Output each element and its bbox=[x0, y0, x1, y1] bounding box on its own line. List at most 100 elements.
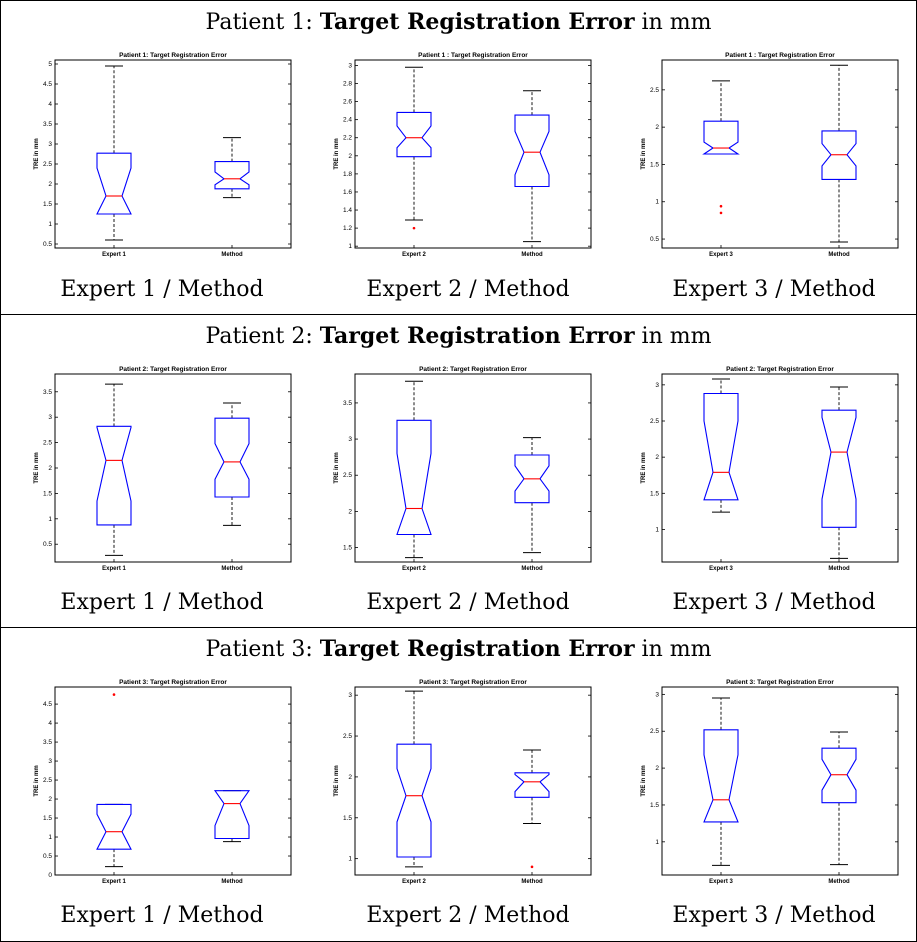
y-tick-label: 3.5 bbox=[43, 739, 52, 746]
plot-area bbox=[354, 686, 592, 876]
box bbox=[396, 419, 432, 536]
y-tick-label: 5 bbox=[48, 61, 52, 68]
box bbox=[96, 425, 132, 526]
y-axis-label: TRE in mm bbox=[334, 138, 340, 169]
y-tick-label: 1.8 bbox=[343, 171, 352, 178]
y-tick-label: 0.5 bbox=[43, 541, 52, 548]
y-tick-label: 2.5 bbox=[343, 472, 352, 479]
box bbox=[214, 417, 250, 498]
y-tick-label: 2.5 bbox=[650, 418, 659, 425]
y-tick-label: 2 bbox=[348, 153, 352, 160]
y-tick-label: 3 bbox=[655, 691, 659, 698]
y-tick-label: 1.6 bbox=[343, 189, 352, 196]
y-tick-label: 2 bbox=[655, 765, 659, 772]
chart-title: Patient 3: Target Registration Error bbox=[726, 679, 834, 686]
y-tick-label: 2 bbox=[655, 454, 659, 461]
x-tick-label: Expert 1 bbox=[102, 252, 126, 258]
box bbox=[396, 743, 432, 858]
y-tick-label: 2 bbox=[348, 774, 352, 781]
caption: Expert 1 / Method bbox=[60, 590, 264, 615]
y-axis-label: TRE in mm bbox=[641, 452, 647, 483]
chart-patient-2-expert-2: Patient 2: Target Registration Error TRE … bbox=[325, 362, 595, 577]
x-tick-label: Expert 2 bbox=[402, 566, 426, 572]
caption: Expert 1 / Method bbox=[60, 903, 264, 928]
plot-area bbox=[354, 373, 592, 563]
y-tick-label: 2.5 bbox=[43, 161, 52, 168]
y-tick-label: 1 bbox=[655, 526, 659, 533]
plot-area bbox=[661, 373, 899, 563]
outlier-point bbox=[719, 211, 723, 215]
x-tick-label: Expert 2 bbox=[402, 879, 426, 885]
outlier-point bbox=[112, 693, 116, 696]
y-tick-label: 3.5 bbox=[343, 400, 352, 407]
caption: Expert 2 / Method bbox=[366, 590, 570, 615]
y-tick-label: 1 bbox=[48, 516, 52, 523]
x-tick-label: Expert 1 bbox=[102, 566, 126, 572]
y-tick-label: 2.5 bbox=[43, 440, 52, 447]
outlier-point bbox=[412, 226, 416, 230]
y-axis-label: TRE in mm bbox=[34, 138, 40, 169]
plot-area bbox=[661, 686, 899, 876]
plot-area bbox=[354, 59, 592, 249]
chart-patient-1-expert-3: Patient 1 : Target Registration Error TRE… bbox=[632, 48, 902, 263]
box bbox=[703, 392, 739, 501]
caption: Expert 3 / Method bbox=[672, 590, 876, 615]
chart-title: Patient 1 : Target Registration Error bbox=[725, 52, 835, 59]
plot-area bbox=[54, 59, 292, 249]
chart-title: Patient 3: Target Registration Error bbox=[419, 679, 527, 686]
y-tick-label: 1.5 bbox=[43, 490, 52, 497]
y-tick-label: 1 bbox=[48, 221, 52, 228]
y-tick-label: 3.5 bbox=[43, 121, 52, 128]
row-divider bbox=[0, 627, 917, 628]
chart-patient-3-expert-2: Patient 3: Target Registration Error TRE … bbox=[325, 675, 595, 890]
chart-patient-3-expert-3: Patient 3: Target Registration Error TRE … bbox=[632, 675, 902, 890]
row-title-patient-1: Patient 1: Target Registration Error in … bbox=[205, 9, 712, 35]
box bbox=[821, 747, 857, 804]
x-tick-label: Method bbox=[828, 566, 850, 572]
caption: Expert 3 / Method bbox=[672, 277, 876, 302]
y-tick-label: 0.5 bbox=[650, 236, 659, 243]
x-tick-label: Expert 1 bbox=[102, 879, 126, 885]
row-divider bbox=[0, 314, 917, 315]
y-tick-label: 1 bbox=[348, 856, 352, 863]
caption: Expert 2 / Method bbox=[366, 277, 570, 302]
y-axis-label: TRE in mm bbox=[334, 452, 340, 483]
y-tick-label: 1.5 bbox=[43, 815, 52, 822]
y-tick-label: 2.4 bbox=[343, 117, 352, 124]
y-tick-label: 3.5 bbox=[43, 389, 52, 396]
caption: Expert 3 / Method bbox=[672, 903, 876, 928]
y-tick-label: 1 bbox=[655, 199, 659, 206]
y-tick-label: 4 bbox=[48, 720, 52, 727]
caption: Expert 2 / Method bbox=[366, 903, 570, 928]
x-tick-label: Method bbox=[828, 252, 850, 258]
box bbox=[213, 790, 251, 840]
box bbox=[396, 111, 432, 158]
y-tick-label: 3 bbox=[48, 758, 52, 765]
y-tick-label: 2.5 bbox=[343, 733, 352, 740]
y-tick-label: 1.4 bbox=[343, 207, 352, 214]
y-tick-label: 1.5 bbox=[650, 161, 659, 168]
box bbox=[703, 729, 739, 823]
y-axis-label: TRE in mm bbox=[641, 765, 647, 796]
x-tick-label: Method bbox=[521, 566, 543, 572]
chart-title: Patient 2: Target Registration Error bbox=[726, 366, 834, 373]
x-tick-label: Method bbox=[521, 252, 543, 258]
y-tick-label: 1 bbox=[655, 839, 659, 846]
chart-patient-1-expert-2: Patient 1 : Target Registration Error TRE… bbox=[325, 48, 595, 263]
y-tick-label: 2.5 bbox=[43, 777, 52, 784]
plot-area bbox=[54, 373, 292, 563]
x-tick-label: Method bbox=[221, 879, 243, 885]
plot-area bbox=[661, 59, 899, 249]
caption: Expert 1 / Method bbox=[60, 277, 264, 302]
y-tick-label: 2.5 bbox=[650, 728, 659, 735]
box bbox=[96, 803, 132, 850]
y-axis-label: TRE in mm bbox=[641, 138, 647, 169]
plot-area bbox=[54, 686, 292, 876]
y-axis-label: TRE in mm bbox=[34, 765, 40, 796]
y-tick-label: 2 bbox=[655, 124, 659, 131]
y-tick-label: 0 bbox=[48, 872, 52, 879]
x-tick-label: Method bbox=[221, 252, 243, 258]
y-tick-label: 0.5 bbox=[43, 853, 52, 860]
y-tick-label: 4.5 bbox=[43, 81, 52, 88]
y-tick-label: 2.6 bbox=[343, 99, 352, 106]
